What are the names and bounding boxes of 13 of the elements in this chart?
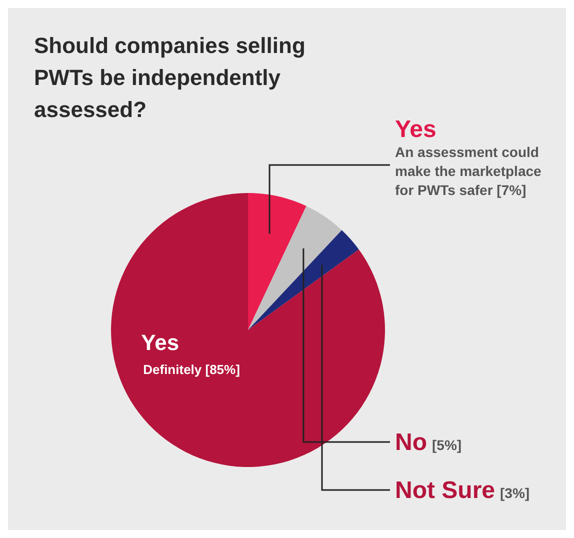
pie-slice xyxy=(111,193,385,467)
slice-label: No xyxy=(395,429,427,456)
chart-title: Should companies selling PWTs be independently assessed? xyxy=(34,32,306,124)
pie-slice xyxy=(248,193,306,330)
text: Definitely [85%] xyxy=(143,362,240,377)
pie-slice xyxy=(248,230,359,330)
pie-slice xyxy=(248,206,342,330)
slice-label: Not Sure xyxy=(395,477,496,504)
data-label: [3%] xyxy=(500,485,530,501)
data-label: [5%] xyxy=(432,437,462,453)
slice-label: Yes xyxy=(395,116,436,143)
slice-label: Yes xyxy=(141,330,180,355)
text: An assessment could make the marketplace for PWTs safer [7%] xyxy=(395,144,542,198)
